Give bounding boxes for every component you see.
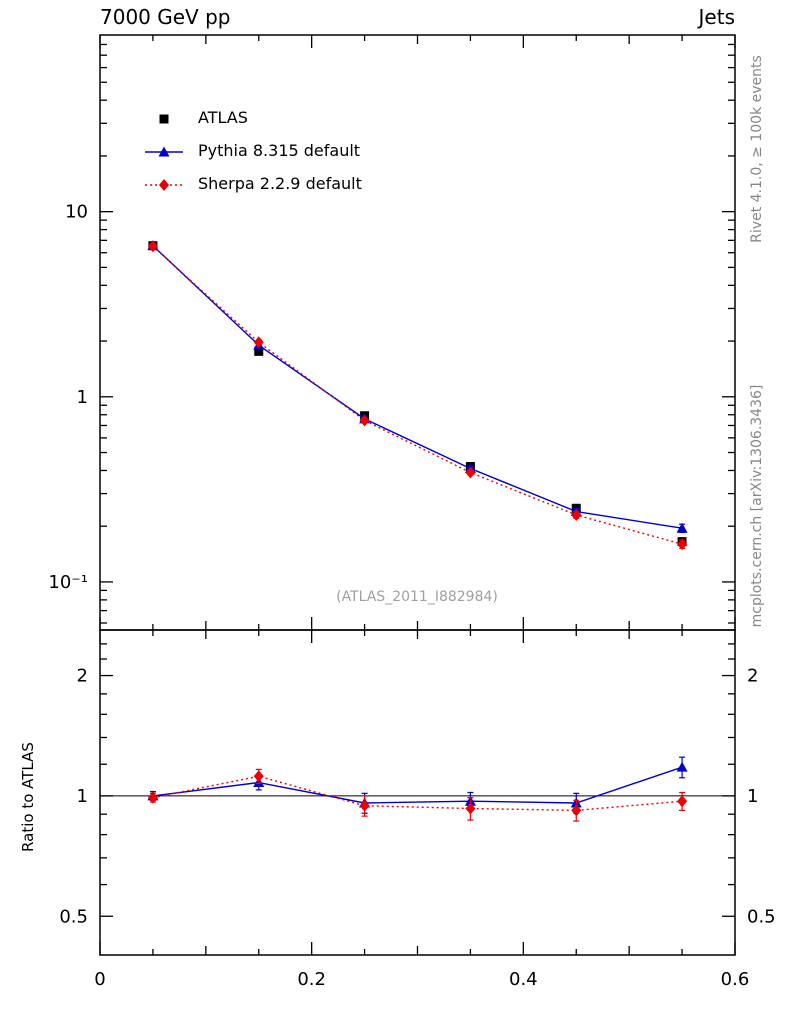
sherpa-diamond-glyph [159, 178, 169, 191]
svg-text:10⁻¹: 10⁻¹ [48, 572, 88, 593]
svg-text:0.2: 0.2 [297, 969, 326, 990]
svg-text:0.4: 0.4 [509, 969, 538, 990]
svg-text:2: 2 [747, 666, 758, 687]
svg-text:0: 0 [94, 969, 105, 990]
legend-item-sherpa: Sherpa 2.2.9 default [142, 167, 362, 200]
plot-title-process: Jets [698, 5, 735, 29]
svg-text:1: 1 [77, 786, 88, 807]
legend: ATLAS Pythia 8.315 default Sherpa 2.2.9 … [142, 101, 362, 200]
svg-text:2: 2 [77, 666, 88, 687]
analysis-watermark: (ATLAS_2011_I882984) [336, 589, 498, 605]
atlas-square-icon [142, 111, 186, 125]
legend-item-atlas: ATLAS [142, 101, 362, 134]
pythia-triangle-glyph [158, 146, 170, 156]
legend-item-pythia: Pythia 8.315 default [142, 134, 362, 167]
svg-text:10: 10 [65, 202, 88, 223]
legend-label-pythia: Pythia 8.315 default [198, 141, 361, 160]
svg-text:0.6: 0.6 [721, 969, 750, 990]
pythia-line-triangle-icon [142, 144, 186, 158]
atlas-square-glyph [159, 114, 169, 123]
mcplots-reference-label: mcplots.cern.ch [arXiv:1306.3436] [749, 384, 765, 628]
svg-text:1: 1 [747, 786, 758, 807]
svg-text:0.5: 0.5 [59, 906, 88, 927]
svg-text:0.5: 0.5 [747, 906, 776, 927]
sherpa-line-diamond-icon [142, 177, 186, 191]
svg-text:1: 1 [77, 387, 88, 408]
legend-label-atlas: ATLAS [198, 108, 248, 127]
rivet-version-label: Rivet 4.1.0, ≥ 100k events [749, 55, 765, 243]
ratio-axis-label: Ratio to ATLAS [19, 742, 37, 852]
legend-label-sherpa: Sherpa 2.2.9 default [198, 174, 362, 193]
plot-title-energy: 7000 GeV pp [100, 5, 231, 29]
